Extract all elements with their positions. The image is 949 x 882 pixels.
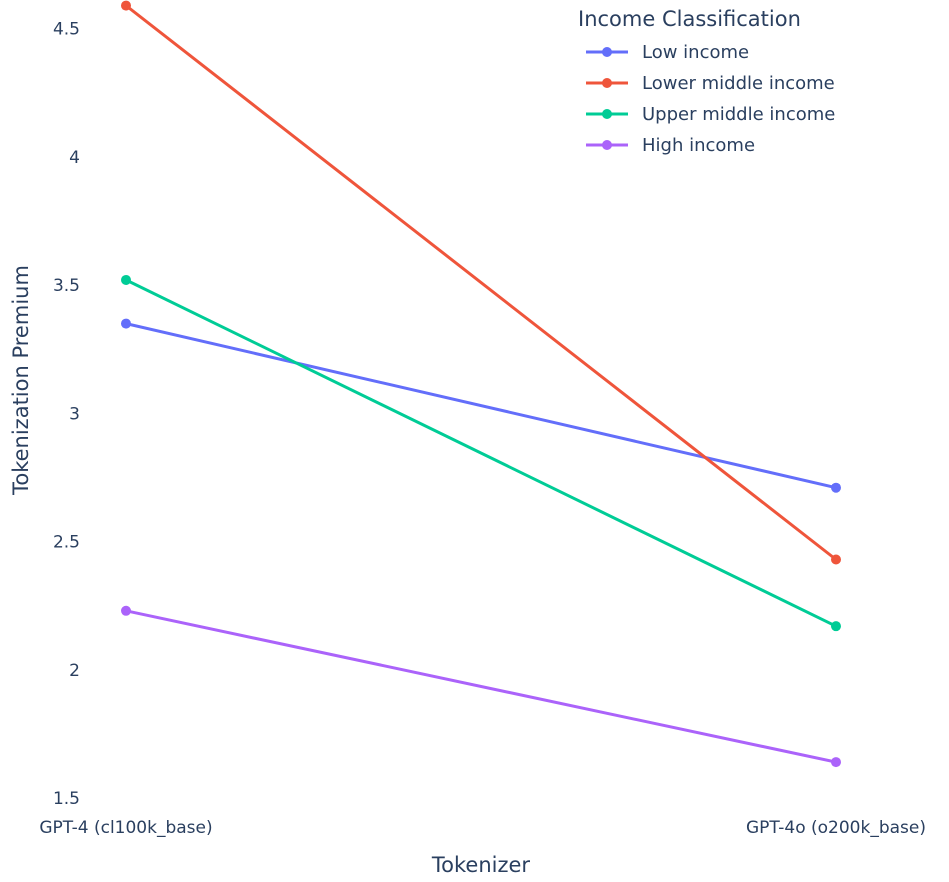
legend: Income Classification Low income Lower mi…: [578, 7, 835, 156]
y-tick-label: 3: [69, 404, 80, 424]
series-points: [121, 0, 841, 768]
y-tick-label: 2.5: [53, 533, 80, 553]
series-line: [125, 609, 837, 764]
series-line: [125, 4, 837, 561]
x-tick-label: GPT-4 (cl100k_base): [39, 818, 212, 838]
legend-marker: [602, 109, 612, 119]
data-point: [831, 482, 841, 493]
x-tick-label: GPT-4o (o200k_base): [746, 818, 926, 838]
data-point: [121, 605, 131, 616]
legend-title: Income Classification: [578, 7, 801, 31]
x-axis-title: Tokenizer: [431, 853, 531, 877]
y-axis-ticks: 1.5 2 2.5 3 3.5 4 4.5: [53, 20, 80, 809]
series-lines: [125, 4, 837, 764]
y-axis-title: Tokenization Premium: [9, 265, 33, 496]
x-axis-ticks: GPT-4 (cl100k_base) GPT-4o (o200k_base): [39, 818, 926, 838]
legend-marker: [602, 78, 612, 88]
data-point: [831, 621, 841, 632]
legend-marker: [602, 140, 612, 150]
series-line: [125, 322, 837, 490]
y-tick-label: 4: [69, 148, 80, 168]
legend-label: High income: [642, 135, 755, 156]
y-tick-label: 2: [69, 661, 80, 681]
legend-label: Lower middle income: [642, 73, 835, 94]
y-tick-label: 4.5: [53, 20, 80, 40]
data-point: [831, 757, 841, 768]
data-point: [121, 0, 131, 11]
y-tick-label: 1.5: [53, 789, 80, 809]
series-line: [125, 278, 837, 628]
data-point: [121, 274, 131, 285]
legend-label: Upper middle income: [642, 104, 835, 125]
y-tick-label: 3.5: [53, 276, 80, 296]
data-point: [831, 554, 841, 565]
data-point: [121, 318, 131, 329]
legend-label: Low income: [642, 42, 749, 63]
legend-marker: [602, 47, 612, 57]
